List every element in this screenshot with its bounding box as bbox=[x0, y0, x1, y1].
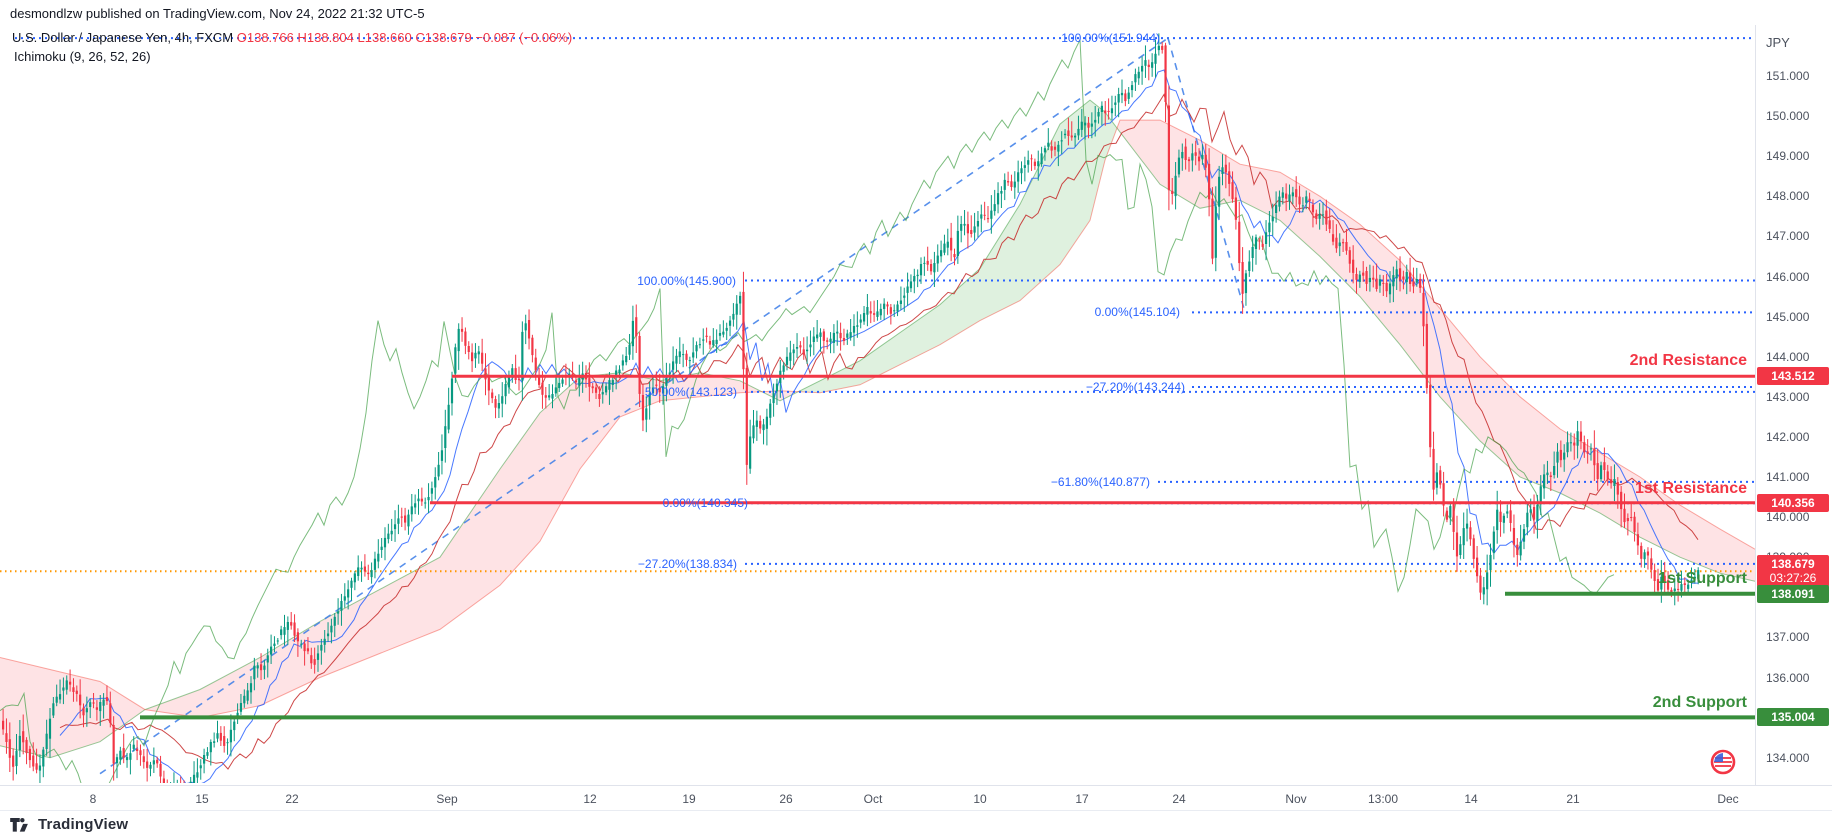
ichimoku-cloud bbox=[798, 100, 1117, 393]
price-tick: 134.000 bbox=[1766, 750, 1810, 765]
1st-resistance-label[interactable]: 1st Resistance bbox=[1634, 479, 1747, 497]
time-tick: 14 bbox=[1464, 792, 1478, 806]
ichimoku-cloud bbox=[0, 372, 762, 758]
tradingview-logo-icon bbox=[10, 817, 31, 832]
us-flag-event-icon[interactable] bbox=[1710, 749, 1736, 780]
senkou-b-line bbox=[0, 119, 1755, 719]
time-axis[interactable]: 8 15 22 Sep 12 19 26 Oct 10 17 24 Nov 13:00 14 21 Dec bbox=[0, 785, 1832, 811]
price-tick: 147.000 bbox=[1766, 229, 1810, 244]
price-change: −0.087 (−0.06%) bbox=[475, 30, 573, 45]
support2-price-badge: 135.004 bbox=[1757, 708, 1829, 727]
ichimoku-lagging-line bbox=[0, 37, 1615, 783]
fib-level-label[interactable]: 100.00%(145.900) bbox=[637, 273, 736, 288]
price-tick: 145.000 bbox=[1766, 309, 1810, 324]
support1-price-badge: 138.091 bbox=[1757, 584, 1829, 603]
1st-support-label[interactable]: 1st Support bbox=[1658, 569, 1747, 587]
last-price-value: 138.679 bbox=[1771, 557, 1815, 572]
ichimoku-conversion-line bbox=[59, 69, 1699, 783]
bottom-bar: TradingView bbox=[0, 810, 1832, 840]
fib-level-label[interactable]: 0.00%(145.104) bbox=[1094, 305, 1180, 320]
time-tick: 8 bbox=[89, 792, 97, 806]
publisher-bar: desmondlzw published on TradingView.com,… bbox=[0, 0, 1832, 25]
price-tick: 142.000 bbox=[1766, 429, 1810, 444]
fib-level-label[interactable]: 50.00%(143.123) bbox=[644, 384, 737, 399]
2nd-support-label[interactable]: 2nd Support bbox=[1652, 694, 1747, 712]
fib-level-label[interactable]: 0.00%(140.345) bbox=[662, 496, 748, 511]
price-tick: 137.000 bbox=[1766, 630, 1810, 645]
time-tick: Nov bbox=[1285, 792, 1307, 806]
symbol-legend[interactable]: U.S. Dollar / Japanese Yen, 4h, FXCM O13… bbox=[12, 30, 572, 45]
time-tick: 24 bbox=[1172, 792, 1186, 806]
tradingview-brand[interactable]: TradingView bbox=[10, 816, 128, 833]
price-tick: 144.000 bbox=[1766, 349, 1810, 364]
ichimoku-base-line bbox=[59, 93, 1699, 770]
price-axis[interactable]: JPY 151.000 150.000 149.000 148.000 147.000 1… bbox=[1755, 25, 1832, 785]
publisher-text: desmondlzw published on TradingView.com,… bbox=[10, 6, 425, 21]
price-tick: 149.000 bbox=[1766, 149, 1810, 164]
price-tick: 141.000 bbox=[1766, 470, 1810, 484]
time-tick: 13:00 bbox=[1367, 792, 1399, 806]
fib-level-label[interactable]: −27.20%(143.244) bbox=[1085, 380, 1185, 394]
time-tick: Dec bbox=[1717, 792, 1739, 806]
ichimoku-cloud bbox=[1117, 120, 1755, 582]
ohlc-high: H138.804 bbox=[297, 30, 354, 45]
last-price-badge: 138.679 03:27:26 bbox=[1757, 555, 1829, 588]
ohlc-close: C138.679 bbox=[415, 30, 472, 45]
price-tick: 150.000 bbox=[1766, 109, 1810, 124]
price-axis-currency: JPY bbox=[1766, 35, 1790, 50]
price-tick: 143.000 bbox=[1766, 389, 1810, 404]
2nd-resistance-label[interactable]: 2nd Resistance bbox=[1629, 352, 1747, 370]
price-chart-canvas[interactable] bbox=[0, 0, 1755, 785]
price-tick: 140.000 bbox=[1766, 510, 1810, 525]
time-tick: 15 bbox=[195, 792, 209, 806]
indicator-legend[interactable]: Ichimoku (9, 26, 52, 26) bbox=[14, 49, 151, 64]
time-tick: 12 bbox=[583, 792, 597, 806]
time-tick: 19 bbox=[682, 792, 696, 806]
time-tick: Sep bbox=[436, 792, 458, 806]
bar-countdown: 03:27:26 bbox=[1769, 571, 1817, 586]
price-tick: 136.000 bbox=[1766, 670, 1810, 685]
fib-level-label[interactable]: 100.00%(151.944) bbox=[1061, 31, 1160, 46]
price-tick: 146.000 bbox=[1766, 269, 1810, 284]
symbol-title[interactable]: U.S. Dollar / Japanese Yen, 4h, FXCM bbox=[12, 30, 234, 45]
time-tick: Oct bbox=[863, 792, 883, 806]
tradingview-brand-text: TradingView bbox=[38, 816, 129, 833]
price-tick: 148.000 bbox=[1766, 189, 1810, 204]
time-tick: 22 bbox=[285, 792, 299, 806]
trendline[interactable] bbox=[1167, 37, 1246, 313]
ohlc-low: L138.660 bbox=[357, 30, 412, 45]
time-tick: 26 bbox=[779, 792, 793, 806]
time-tick: 17 bbox=[1075, 792, 1089, 806]
time-tick: 21 bbox=[1566, 792, 1580, 806]
time-tick: 10 bbox=[973, 792, 987, 806]
resistance2-price-badge: 143.512 bbox=[1757, 367, 1829, 386]
resistance1-price-badge: 140.356 bbox=[1757, 493, 1829, 512]
trendline[interactable] bbox=[99, 37, 1169, 775]
ohlc-open: O138.766 bbox=[236, 30, 294, 45]
price-tick: 151.000 bbox=[1766, 69, 1810, 83]
fib-level-label[interactable]: −27.20%(138.834) bbox=[637, 556, 737, 571]
fib-level-label[interactable]: −61.80%(140.877) bbox=[1050, 474, 1150, 489]
